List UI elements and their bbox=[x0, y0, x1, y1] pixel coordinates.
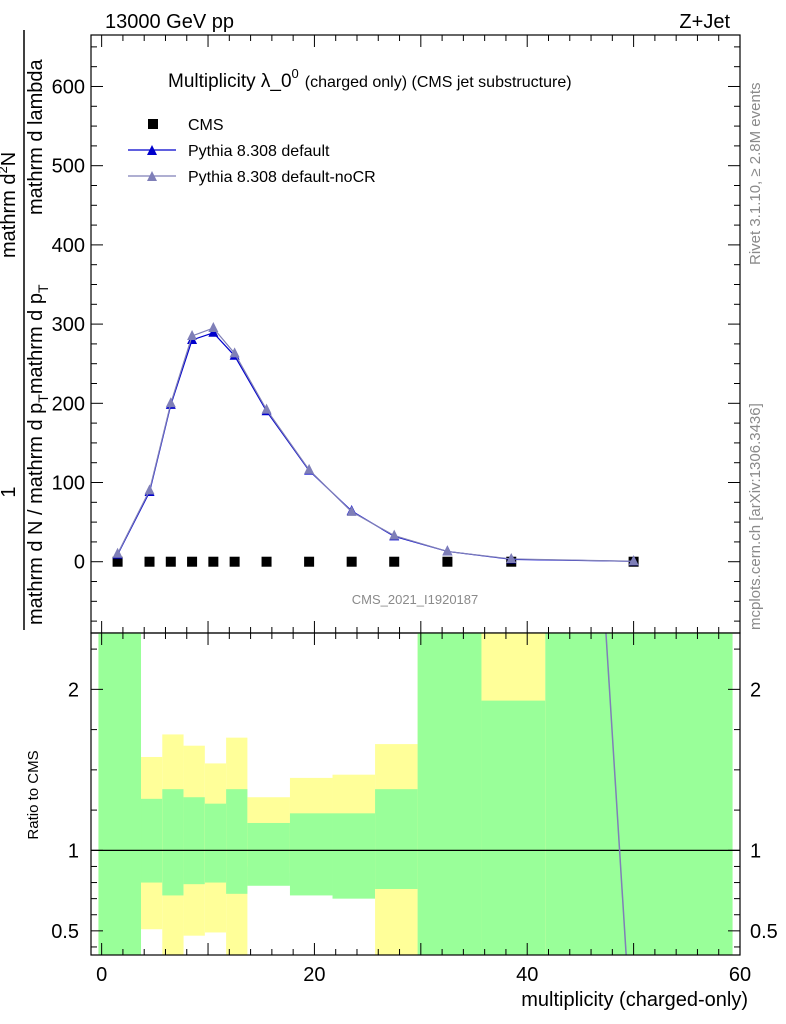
ratio-band-inner-4 bbox=[204, 803, 227, 883]
mc-point-2 bbox=[187, 329, 198, 340]
ratio-ytick-label: 1 bbox=[68, 840, 79, 862]
ratio-ytick-label: 2 bbox=[68, 679, 79, 701]
ratio-plot: 0 20 40 60 0.5 0.5 1 1 2 2 bbox=[51, 632, 778, 986]
ratio-band-inner-9 bbox=[375, 789, 418, 889]
main-ytick-label: 300 bbox=[52, 314, 85, 336]
ylabel-den1: mathrm d N / mathrm d pTmathrm d pT bbox=[25, 284, 51, 625]
legend-entry-default: Pythia 8.308 default bbox=[128, 143, 330, 160]
ylabel-num1: 1 bbox=[0, 486, 20, 497]
mc-point-2 bbox=[628, 555, 639, 566]
mc-point-2 bbox=[506, 552, 517, 563]
mc-point-2 bbox=[112, 547, 123, 558]
ratio-ytick-label-right: 1 bbox=[750, 840, 761, 862]
ratio-xtick-label: 60 bbox=[729, 964, 751, 986]
mc-point-2 bbox=[229, 347, 240, 358]
mc-point-2 bbox=[389, 529, 400, 540]
ratio-band-inner-5 bbox=[226, 789, 248, 894]
mc-point-2 bbox=[144, 484, 155, 495]
mc-point-2 bbox=[304, 463, 315, 474]
series-2 bbox=[112, 322, 639, 566]
ratio-xtick-label: 20 bbox=[303, 964, 325, 986]
series-line-2 bbox=[117, 327, 634, 562]
mc-point-2 bbox=[442, 545, 453, 556]
main-ylabel: 1 mathrm d N / mathrm d pTmathrm d pT ma… bbox=[0, 30, 51, 630]
ratio-ytick-label-right: 0.5 bbox=[750, 921, 778, 943]
ratio-band-inner-6 bbox=[247, 822, 290, 886]
cms-point bbox=[304, 556, 315, 567]
main-ytick-label: 100 bbox=[52, 473, 85, 495]
ratio-band-inner-3 bbox=[183, 797, 205, 885]
ratio-band-inner-7 bbox=[289, 813, 333, 896]
ratio-band-inner-1 bbox=[141, 798, 163, 883]
cms-point bbox=[389, 556, 400, 567]
plot-title: Multiplicity λ_00(charged only) (CMS jet… bbox=[168, 66, 572, 92]
svg-text:Pythia 8.308 default: Pythia 8.308 default bbox=[188, 143, 330, 160]
ratio-xtick-label: 0 bbox=[96, 964, 107, 986]
mc-point-2 bbox=[346, 505, 357, 516]
cms-point bbox=[144, 556, 155, 567]
x-axis-label: multiplicity (charged-only) bbox=[521, 989, 748, 1011]
series-0 bbox=[112, 556, 639, 567]
cms-point bbox=[442, 556, 453, 567]
ratio-band-inner-0 bbox=[98, 633, 142, 955]
mc-point-2 bbox=[165, 397, 176, 408]
ratio-xtick-label: 40 bbox=[516, 964, 538, 986]
legend: CMS Pythia 8.308 default Pythia 8.308 de… bbox=[128, 117, 376, 186]
series-line-1 bbox=[117, 332, 634, 562]
cms-point bbox=[208, 556, 219, 567]
cms-point bbox=[261, 556, 272, 567]
main-ytick-label: 0 bbox=[74, 552, 85, 574]
main-ytick-label: 200 bbox=[52, 393, 85, 415]
main-ytick-label: 500 bbox=[52, 156, 85, 178]
cms-point bbox=[165, 556, 176, 567]
series-1 bbox=[112, 326, 639, 566]
cms-point bbox=[187, 556, 198, 567]
ylabel-num2: mathrm d2N bbox=[0, 152, 20, 258]
main-ytick-label: 400 bbox=[52, 235, 85, 257]
main-plot: 0 100 200 300 400 500 600 bbox=[52, 34, 741, 634]
ratio-frame bbox=[90, 632, 741, 956]
ratio-band-inner-11 bbox=[481, 700, 546, 955]
svg-text:CMS: CMS bbox=[188, 117, 224, 134]
ratio-band-inner-2 bbox=[162, 789, 184, 896]
analysis-watermark: CMS_2021_I1920187 bbox=[352, 592, 479, 607]
ratio-line-mc bbox=[605, 632, 627, 956]
svg-text:Pythia 8.308 default-noCR: Pythia 8.308 default-noCR bbox=[188, 169, 376, 186]
main-ytick-label: 600 bbox=[52, 76, 85, 98]
ratio-ytick-label-right: 2 bbox=[750, 679, 761, 701]
cms-point bbox=[112, 556, 123, 567]
header-left: 13000 GeV pp bbox=[105, 11, 234, 33]
mcplots-label: mcplots.cern.ch [arXiv:1306.3436] bbox=[747, 403, 764, 630]
ratio-band-inner-12 bbox=[545, 633, 733, 955]
mc-point-2 bbox=[208, 322, 219, 333]
ratio-band-inner-10 bbox=[417, 633, 482, 955]
legend-entry-nocr: Pythia 8.308 default-noCR bbox=[128, 169, 376, 186]
header-right: Z+Jet bbox=[679, 11, 730, 33]
ratio-band-inner-8 bbox=[332, 813, 376, 899]
cms-point bbox=[346, 556, 357, 567]
rivet-label: Rivet 3.1.10, ≥ 2.8M events bbox=[747, 83, 764, 266]
mc-point-2 bbox=[261, 403, 272, 414]
cms-point bbox=[229, 556, 240, 567]
ratio-ylabel: Ratio to CMS bbox=[25, 750, 42, 839]
ylabel-den2: mathrm d lambda bbox=[25, 59, 47, 215]
legend-entry-cms: CMS bbox=[148, 117, 224, 134]
ratio-ytick-label: 0.5 bbox=[51, 921, 79, 943]
